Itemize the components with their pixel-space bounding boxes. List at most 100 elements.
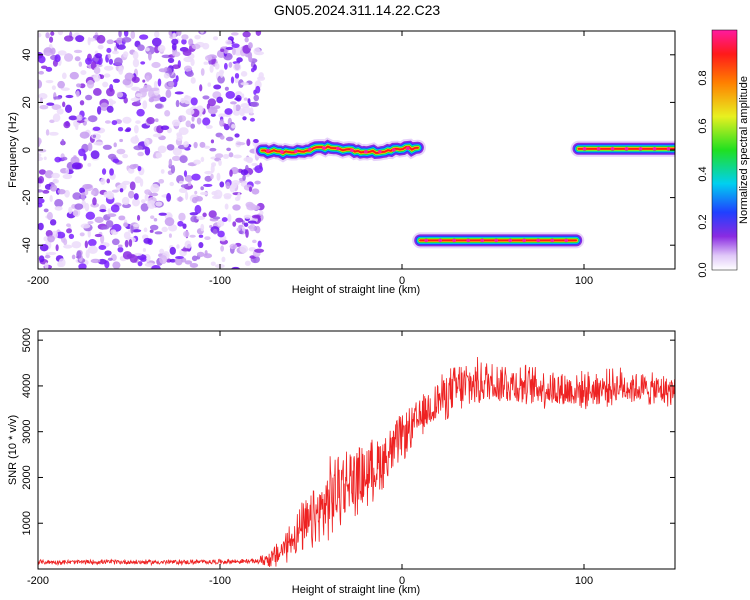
noise-blob	[103, 73, 111, 78]
snr-ytick-label: 5000	[21, 328, 33, 352]
noise-blob	[196, 117, 202, 125]
noise-blob	[234, 72, 240, 79]
noise-blob	[243, 214, 252, 219]
noise-blob	[230, 32, 239, 36]
spectrogram-ytick-label: -20	[21, 190, 33, 206]
noise-blob	[38, 222, 44, 231]
noise-blob	[68, 206, 73, 215]
noise-blob	[142, 100, 148, 110]
noise-blob	[76, 114, 83, 121]
noise-blob	[239, 245, 249, 254]
noise-blob	[171, 43, 177, 51]
noise-blob	[247, 52, 253, 61]
noise-blob	[168, 233, 172, 238]
noise-blob	[251, 162, 258, 167]
tonal-peak	[322, 146, 326, 150]
noise-blob	[229, 169, 233, 177]
tonal-peak	[406, 146, 410, 151]
noise-blob	[220, 245, 225, 252]
noise-blob	[58, 258, 66, 268]
noise-blob	[118, 215, 126, 221]
noise-blob	[176, 196, 184, 202]
noise-blob	[76, 83, 82, 88]
noise-blob	[158, 178, 165, 184]
tonal-peak	[652, 147, 657, 151]
noise-blob	[251, 188, 260, 195]
noise-blob	[38, 197, 45, 204]
noise-blob	[149, 192, 159, 197]
noise-blob	[78, 148, 86, 157]
noise-blob	[117, 246, 124, 253]
noise-blob	[40, 65, 48, 69]
noise-blob	[209, 64, 214, 73]
tonal-peak	[582, 147, 587, 151]
snr-series-line	[38, 356, 675, 568]
noise-blob	[253, 94, 260, 102]
tonal-line-band	[261, 145, 419, 155]
noise-blob	[218, 113, 225, 118]
noise-blob	[235, 142, 246, 146]
snr-ytick-label: 1000	[21, 511, 33, 535]
noise-blob	[158, 68, 168, 73]
noise-blob	[93, 74, 101, 82]
noise-blob	[49, 195, 53, 203]
noise-blob	[73, 49, 83, 54]
noise-blob	[55, 231, 66, 239]
noise-blob	[233, 103, 237, 113]
noise-blob	[85, 94, 93, 101]
noise-blob	[80, 192, 86, 201]
noise-blob	[181, 34, 189, 40]
noise-blob	[176, 244, 180, 249]
noise-blob	[131, 198, 140, 207]
noise-blob	[242, 174, 246, 181]
noise-blob	[49, 119, 55, 124]
noise-blob	[90, 150, 100, 159]
spectrogram-xtick-label: 100	[575, 275, 593, 287]
snr-panel: -200 -100 0 100 1000 2000 3000 4000 5000 Height …	[7, 328, 676, 596]
noise-blob	[76, 250, 82, 259]
snr-xtick-label: 100	[575, 575, 593, 587]
noise-blob	[161, 226, 168, 233]
noise-blob	[204, 175, 213, 182]
noise-blob	[159, 96, 167, 103]
noise-blob	[189, 262, 199, 268]
noise-blob	[221, 217, 228, 222]
tonal-peak	[550, 238, 554, 243]
noise-blob	[234, 196, 240, 201]
tonal-peak	[294, 149, 298, 154]
noise-blob	[232, 204, 241, 211]
noise-blob	[39, 244, 49, 252]
noise-blob	[137, 44, 145, 51]
noise-blob	[79, 232, 85, 237]
noise-blob	[124, 239, 129, 248]
noise-blob	[113, 57, 123, 66]
snr-ticks: -200 -100 0 100 1000 2000 3000 4000 5000	[21, 328, 675, 587]
noise-blob	[149, 87, 160, 91]
noise-blob	[207, 82, 212, 87]
noise-blob	[72, 192, 82, 200]
noise-blob	[170, 164, 176, 174]
noise-blob	[122, 116, 132, 124]
noise-blob	[60, 87, 70, 91]
noise-blob	[172, 32, 176, 40]
noise-blob	[191, 173, 201, 181]
noise-blob	[75, 35, 85, 43]
noise-blob	[110, 204, 120, 213]
noise-blob	[216, 49, 226, 58]
noise-blob	[64, 104, 73, 113]
noise-blob	[185, 108, 195, 116]
spectrogram-ytick-label: 40	[21, 49, 33, 61]
noise-blob	[242, 116, 247, 121]
noise-blob	[106, 47, 112, 53]
noise-blob	[132, 58, 140, 68]
noise-blob	[202, 42, 210, 50]
noise-blob	[38, 169, 46, 175]
noise-blob	[139, 178, 144, 187]
noise-blob	[176, 133, 183, 142]
noise-blob	[50, 184, 58, 192]
noise-blob	[87, 142, 93, 152]
noise-blob	[155, 152, 163, 159]
noise-blob	[172, 64, 181, 70]
noise-blob	[87, 162, 92, 167]
noise-blob	[191, 43, 201, 50]
